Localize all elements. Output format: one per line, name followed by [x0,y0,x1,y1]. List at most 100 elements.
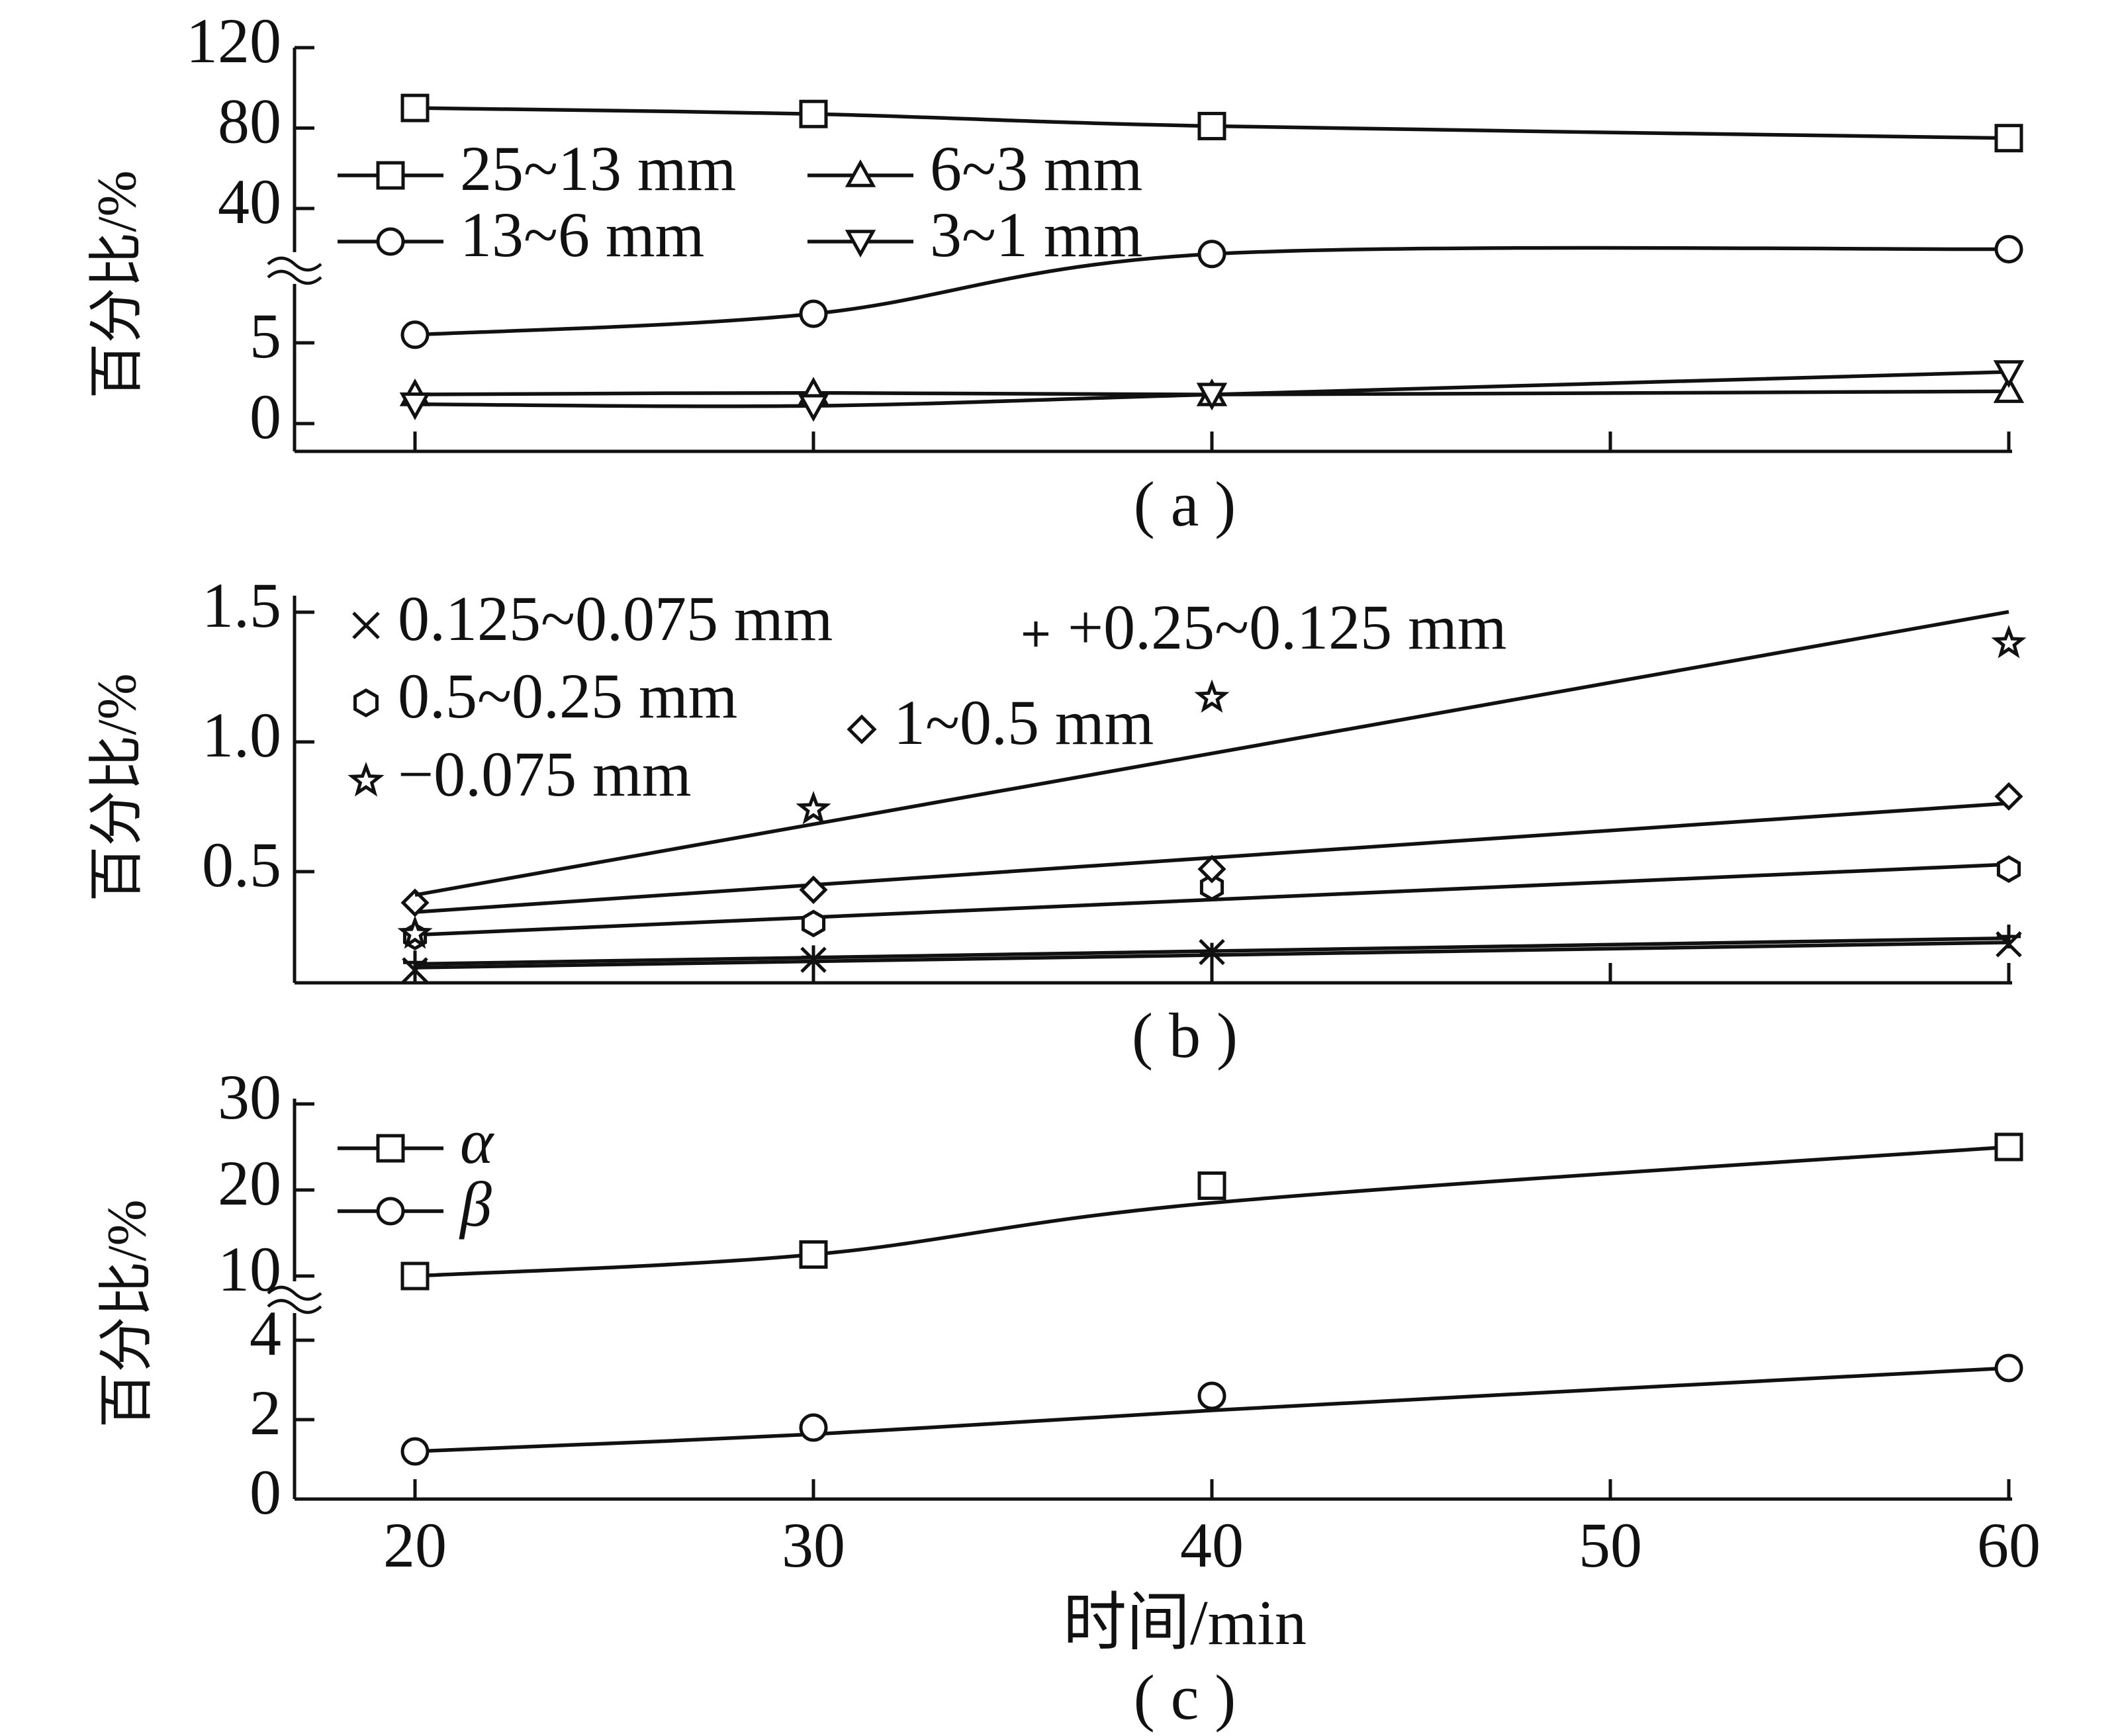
legend-label: 1~0.5 mm [894,687,1154,758]
series-line [414,246,2009,337]
series-circle [400,1353,2023,1466]
data-point [1994,1353,2023,1383]
data-point [799,875,828,904]
legend-marker [376,1197,405,1226]
y-tick-label: 0 [250,381,281,452]
legend-marker [352,612,380,639]
legend-label: +0.25~0.125 mm [1068,592,1506,662]
series-square [400,93,2023,153]
caption-c: ( c ) [1134,1662,1236,1733]
data-point [1197,854,1226,884]
data-point [1196,383,1228,411]
legend-label: 0.125~0.075 mm [398,583,833,654]
legend-label: 25~13 mm [460,133,736,204]
data-point [798,394,829,422]
x-tick-label: 30 [782,1510,845,1580]
y-tick-label: 1.0 [202,700,281,770]
data-point [400,320,430,349]
legend-label: 3~1 mm [930,199,1142,270]
data-point [1996,855,2021,883]
data-point [1997,925,2021,948]
legend-item: 13~6 mm [338,199,704,270]
data-point [397,915,433,949]
data-point [1197,1381,1226,1410]
data-point [802,945,825,970]
data-point [1197,111,1226,140]
data-point [1994,1132,2023,1162]
y-tick-label: 30 [218,1062,281,1132]
series-line [414,389,2009,396]
y-tick-label: 5 [250,300,281,371]
series-line [414,1145,2009,1278]
data-point [403,950,427,975]
legend-item: α [338,1106,494,1177]
x-axis-label: 时间/min [1063,1587,1307,1658]
data-point [1197,240,1226,269]
y-tick-label: 2 [250,1377,281,1448]
legend-item: 3~1 mm [807,199,1142,270]
legend-item: β [338,1169,492,1240]
data-point [1197,1171,1226,1200]
y-tick-label: 1.5 [202,570,281,641]
y-tick-label: 4 [250,1298,281,1369]
legend-marker [347,761,385,797]
data-point [1194,679,1230,713]
axis-break-mark [267,256,322,272]
data-point [799,1240,828,1269]
chart-a: 120 80 40 5 0 百分比/% 25~13 mm 6~3 mm 13~6 mm 3~1 m… [86,5,2025,539]
axis-break-mark [267,269,322,285]
series-diamond [400,782,2023,917]
data-point [400,93,430,122]
legend-c: αβ [338,1106,494,1240]
axis-break-mark [267,1285,322,1301]
data-point [799,1413,828,1442]
legend-label: α [460,1106,494,1177]
y-axis-label: 百分比/% [86,673,148,901]
x-tick-label: 50 [1579,1510,1642,1580]
legend-item: +0.25~0.125 mm [1023,592,1506,662]
data-point [400,1437,430,1466]
y-axis-label: 百分比/% [96,1199,158,1428]
data-point [801,909,826,938]
legend-marker [353,688,379,717]
y-tick-label: 120 [186,5,281,76]
x-tick-label: 60 [1977,1510,2041,1580]
data-point [1994,124,2023,153]
legend-item: −0.075 mm [347,739,691,809]
legend-marker [845,159,876,187]
legend-label: 13~6 mm [460,199,704,270]
y-tick-label: 0 [250,1457,281,1528]
y-axis-label: 百分比/% [86,170,148,398]
y-tick-label: 20 [218,1148,281,1218]
legend-a: 25~13 mm 6~3 mm 13~6 mm 3~1 mm [338,133,1142,270]
legend-item: 1~0.5 mm [847,687,1154,758]
y-tick-label: 10 [218,1234,281,1304]
y-tick-label: 0.5 [202,829,281,900]
chart-b: 1.5 1.0 0.5 百分比/% 0.125~0.075 mm +0.25~0.125 … [86,570,2027,1071]
data-point [1993,375,2025,403]
legend-label: 0.5~0.25 mm [398,661,737,731]
series-square [400,1132,2023,1291]
legend-marker [845,230,876,258]
x-tick-label: 20 [383,1510,447,1580]
legend-label: β [459,1169,492,1240]
series-line [414,106,2009,140]
y-tick-label: 80 [218,86,281,157]
series-line [414,370,2009,408]
caption-a: ( a ) [1134,469,1236,539]
data-point [799,299,828,328]
series-circle [400,234,2023,349]
data-point [400,1261,430,1291]
legend-item: 6~3 mm [807,133,1142,204]
data-point [799,99,828,128]
caption-b: ( b ) [1132,1000,1238,1071]
series-star [397,610,2027,949]
x-tick-label: 40 [1180,1510,1244,1580]
legend-marker [1023,621,1048,647]
fit-line [414,610,2009,897]
legend-marker [376,1134,405,1163]
axis-break-mark [267,1299,322,1314]
legend-item: 0.125~0.075 mm [352,583,833,654]
series-line [414,1366,2009,1453]
